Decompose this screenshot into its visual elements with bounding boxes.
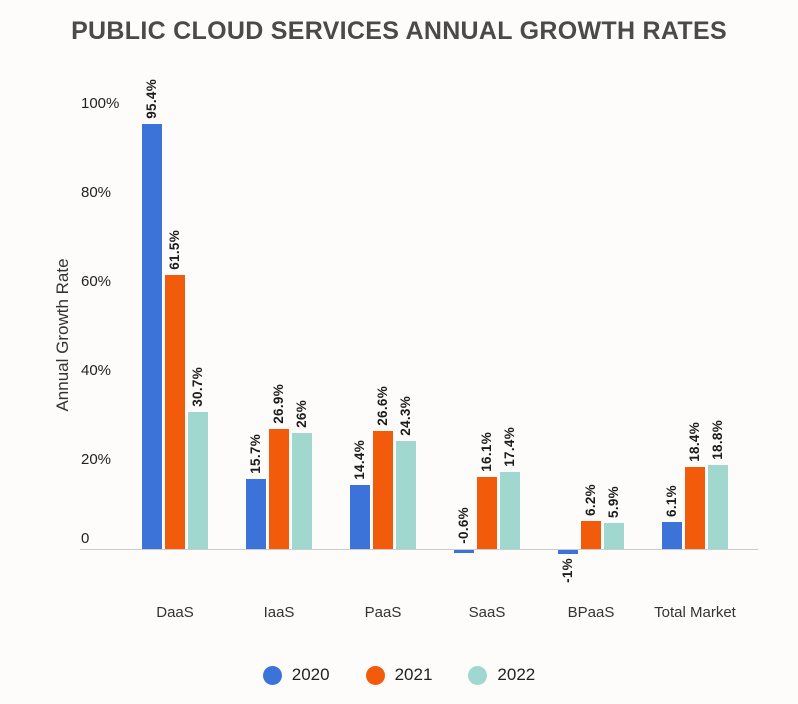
y-tick-label: 20% [81,451,112,468]
bar-2022-paas [396,441,416,549]
bar-value-label: 18.4% [687,422,702,462]
category-label-iaas: IaaS [263,604,295,621]
category-label-paas: PaaS [364,604,402,621]
bar-value-label: 14.4% [352,440,367,480]
legend-item-2021: 2021 [365,665,433,685]
y-tick-label: 40% [81,362,112,379]
bar-value-label: 26% [294,400,309,428]
bar-2021-paas [373,431,393,549]
bar-value-label: 26.6% [375,386,390,426]
bar-2021-bpaas [581,521,601,549]
legend-swatch-2021 [365,665,385,685]
y-tick-label: 80% [81,184,112,201]
bar-2021-saas [477,477,497,549]
bar-2022-daas [188,412,208,549]
legend-swatch-2022 [468,665,488,685]
category-label-total-market: Total Market [654,604,736,621]
y-tick-label: 0 [81,530,90,547]
bar-2021-total-market [685,467,705,549]
bar-2021-iaas [269,429,289,549]
legend-label: 2021 [394,665,433,684]
bar-value-label: 15.7% [248,434,263,474]
legend-item-2020: 2020 [262,665,330,685]
bar-value-label: 30.7% [190,367,205,407]
bar-2020-bpaas [558,550,578,554]
bar-2022-bpaas [604,523,624,549]
bar-value-label: 26.9% [271,384,286,424]
bar-2022-saas [500,472,520,549]
bar-value-label: 6.1% [664,485,679,517]
bar-2020-saas [454,550,474,553]
legend-swatch-2020 [262,665,282,685]
category-label-daas: DaaS [156,604,194,621]
bar-2022-iaas [292,433,312,549]
bar-2022-total-market [708,465,728,549]
bar-2020-total-market [662,522,682,549]
chart-title: PUBLIC CLOUD SERVICES ANNUAL GROWTH RATE… [71,17,727,45]
bar-2021-daas [165,275,185,549]
y-axis-title: Annual Growth Rate [53,258,72,412]
legend-item-2022: 2022 [468,665,535,685]
y-tick-label: 60% [81,273,112,290]
legend: 2020 2021 2022 [0,665,798,685]
bar-value-label: 18.8% [710,420,725,460]
bar-2020-daas [142,124,162,549]
bar-2020-iaas [246,479,266,549]
bar-value-label: -0.6% [456,507,471,544]
bar-value-label: -1% [560,558,575,583]
bar-value-label: 95.4% [144,79,159,119]
category-label-saas: SaaS [468,604,506,621]
y-tick-label: 100% [81,95,120,112]
bar-value-label: 61.5% [167,230,182,270]
legend-label: 2020 [291,665,330,684]
category-label-bpaas: BPaaS [567,604,615,621]
bar-value-label: 5.9% [606,486,621,518]
bar-2020-paas [350,485,370,549]
legend-label: 2022 [497,665,536,684]
x-axis-line [80,549,758,550]
bar-value-label: 6.2% [583,484,598,516]
bar-value-label: 17.4% [502,427,517,467]
bar-value-label: 24.3% [398,396,413,436]
bar-value-label: 16.1% [479,432,494,472]
